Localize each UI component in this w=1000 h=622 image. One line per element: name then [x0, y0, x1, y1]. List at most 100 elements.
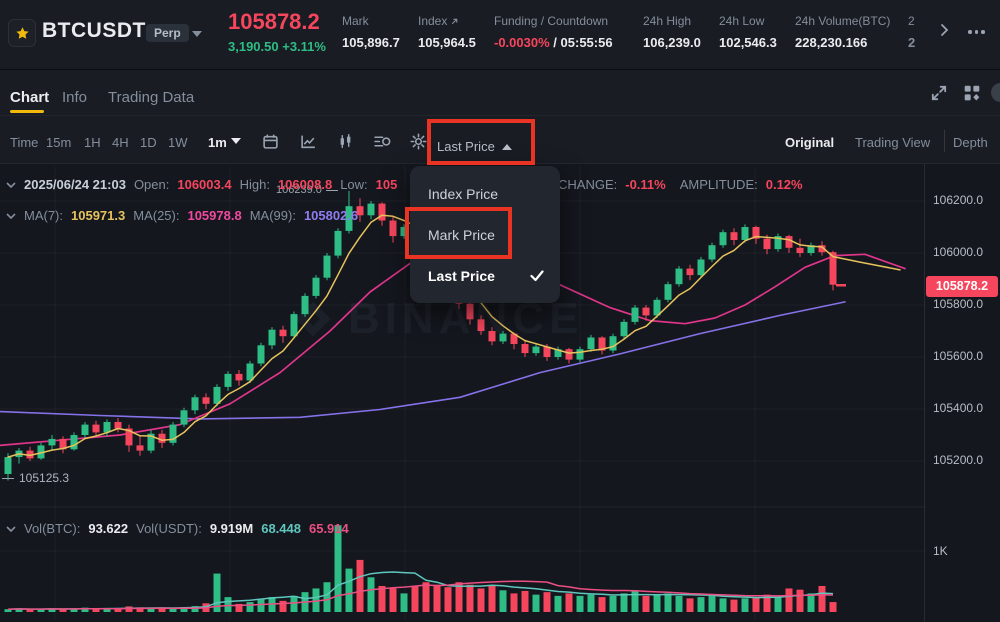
funding-col: Funding / Countdown -0.0030% / 05:55:56 — [494, 14, 613, 50]
change-abs: 3,190.50 — [228, 39, 279, 54]
ma7-value: 105971.3 — [71, 208, 126, 223]
collapse-chevron-icon[interactable] — [6, 525, 16, 533]
candle-datetime: 2025/06/24 21:03 — [24, 177, 126, 192]
layout-grid-icon[interactable] — [963, 84, 981, 107]
price-change: 3,190.50 +3.11% — [228, 39, 326, 54]
collapse-chevron-icon[interactable] — [6, 181, 16, 189]
change-value: -0.11% — [625, 177, 666, 192]
expand-icon[interactable] — [930, 84, 948, 107]
menu-item-index-price[interactable]: Index Price — [428, 185, 499, 202]
divider — [944, 130, 945, 152]
more-icon[interactable] — [968, 30, 985, 34]
ma99-value: 105802.6 — [303, 208, 359, 223]
price-source-button[interactable]: Last Price — [437, 139, 512, 154]
candlestick-chart[interactable] — [0, 164, 925, 622]
clipped-col: 2 2 — [908, 14, 916, 50]
vol-ma-fast-value: 68.448 — [261, 521, 301, 536]
interval-1h[interactable]: 1H — [84, 135, 101, 150]
tab-info[interactable]: Info — [62, 89, 88, 106]
price-axis[interactable]: 106200.0 106000.0 105800.0 105600.0 105400.0… — [933, 0, 1000, 622]
view-original[interactable]: Original — [785, 135, 835, 150]
ticker-bar: BTCUSDT Perp 105878.2 3,190.50 +3.11% Ma… — [0, 0, 1000, 70]
chevron-right-icon[interactable] — [936, 22, 952, 43]
high-24h-col: 24h High 106,239.0 — [643, 14, 701, 50]
last-price-axis-badge: 105878.2 — [926, 276, 998, 297]
ma-row: MA(7): 105971.3 MA(25): 105978.8 MA(99):… — [6, 208, 358, 223]
low-price-marker: 105125.3 — [2, 471, 69, 485]
menu-item-mark-price[interactable]: Mark Price — [428, 226, 495, 243]
chart-toolbar: Time 15m 1H 4H 1D 1W 1m Last Price Origi… — [0, 116, 1000, 164]
mark-price-col: Mark 105,896.7 — [342, 14, 400, 50]
high-price-marker: 106239.0 — [276, 184, 338, 196]
active-tab-underline — [10, 110, 44, 113]
star-icon — [15, 26, 30, 41]
vol-btc-value: 93.622 — [88, 521, 129, 536]
volume-btc-value: 228,230.166 — [795, 35, 868, 50]
high-value: 106008.8 — [277, 177, 333, 192]
y-axis-label: 105200.0 — [933, 453, 984, 467]
funding-countdown: 05:55:56 — [560, 35, 613, 50]
indicator-list-icon[interactable] — [373, 133, 391, 155]
amplitude-value: 0.12% — [765, 177, 803, 192]
chevron-down-icon[interactable] — [231, 138, 241, 144]
last-price: 105878.2 — [228, 9, 320, 34]
low-value: 105 — [375, 177, 398, 192]
y-axis-label: 106200.0 — [933, 193, 984, 207]
price-source-button-label: Last Price — [437, 139, 495, 154]
low-24h-col: 24h Low 102,546.3 — [719, 14, 777, 50]
y-axis-label: 105800.0 — [933, 297, 984, 311]
volume-row: Vol(BTC): 93.622 Vol(USDT): 9.919M 68.44… — [6, 521, 349, 536]
mark-value: 105,896.7 — [342, 35, 400, 50]
y-axis-label: 105600.0 — [933, 349, 984, 363]
low-24h-value: 102,546.3 — [719, 35, 777, 50]
symbol-title: BTCUSDT — [42, 19, 146, 42]
y-axis-label: 106000.0 — [933, 245, 984, 259]
arrow-up-right-icon — [450, 17, 459, 26]
ohlc-row: 2025/06/24 21:03 Open: 106003.4 High: 10… — [6, 177, 397, 192]
candlestick-icon[interactable] — [337, 133, 354, 155]
vol-usdt-value: 9.919M — [209, 521, 254, 536]
gear-icon[interactable] — [410, 133, 427, 155]
line-chart-icon[interactable] — [300, 133, 317, 155]
price-source-menu: Index Price Mark Price Last Price — [410, 166, 560, 303]
low-24h-label: 24h Low — [719, 14, 765, 28]
time-label: Time — [10, 135, 39, 150]
view-trading-view[interactable]: Trading View — [855, 135, 931, 150]
interval-selected[interactable]: 1m — [208, 135, 227, 150]
volume-btc-col: 24h Volume(BTC) 228,230.166 — [795, 14, 890, 50]
interval-1d[interactable]: 1D — [140, 135, 157, 150]
interval-1w[interactable]: 1W — [168, 135, 188, 150]
change-amplitude-row: CHANGE: -0.11% AMPLITUDE: 0.12% — [558, 177, 803, 192]
vol-ma-slow-value: 65.914 — [308, 521, 349, 536]
y-axis-label: 105400.0 — [933, 401, 984, 415]
contract-type-badge: Perp — [146, 24, 189, 42]
index-value: 105,964.5 — [418, 35, 476, 50]
check-icon — [530, 269, 544, 282]
triangle-up-icon — [501, 143, 512, 150]
funding-label: Funding / Countdown — [494, 14, 609, 28]
volume-btc-label: 24h Volume(BTC) — [795, 14, 891, 28]
interval-4h[interactable]: 4H — [112, 135, 129, 150]
index-price-col: Index 105,964.5 — [418, 14, 476, 50]
tab-chart[interactable]: Chart — [10, 89, 50, 106]
calendar-icon[interactable] — [262, 133, 279, 155]
chevron-down-icon[interactable] — [192, 31, 202, 37]
tab-trading-data[interactable]: Trading Data — [108, 89, 195, 106]
mark-label: Mark — [342, 14, 369, 28]
high-24h-value: 106,239.0 — [643, 35, 701, 50]
ma25-value: 105978.8 — [187, 208, 242, 223]
view-depth[interactable]: Depth — [953, 135, 988, 150]
change-pct: +3.11% — [282, 39, 326, 54]
collapse-chevron-icon[interactable] — [6, 212, 16, 220]
interval-15m[interactable]: 15m — [46, 135, 72, 150]
high-24h-label: 24h High — [643, 14, 692, 28]
favorite-star-button[interactable] — [8, 19, 36, 47]
index-label[interactable]: Index — [418, 14, 476, 28]
open-value: 106003.4 — [177, 177, 232, 192]
clipped-circle-icon[interactable] — [991, 83, 1000, 102]
funding-value: -0.0030% / 05:55:56 — [494, 35, 613, 50]
tabs-row: Chart Info Trading Data — [0, 70, 1000, 116]
menu-item-last-price[interactable]: Last Price — [410, 255, 560, 296]
funding-rate: -0.0030% — [494, 35, 550, 50]
